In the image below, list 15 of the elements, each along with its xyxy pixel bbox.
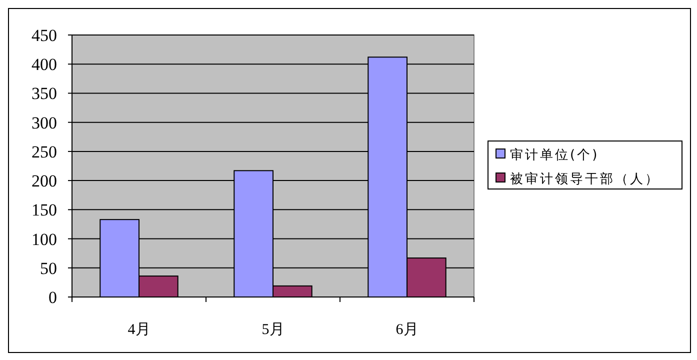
ytick: 50 (40, 258, 57, 278)
ytick: 350 (32, 84, 57, 104)
ytick: 0 (48, 288, 57, 307)
ytick: 200 (32, 172, 57, 191)
ytick: 100 (32, 230, 57, 249)
x-tick-label: 6月 (396, 322, 418, 338)
ytick: 250 (32, 142, 57, 162)
ytick: 400 (32, 55, 57, 74)
ytick: 150 (32, 200, 57, 220)
x-tick-label: 5月 (262, 322, 284, 338)
ytick: 300 (32, 113, 57, 132)
legend-label: 被审计领导干部（人） (510, 171, 660, 187)
x-tick-label: 4月 (128, 322, 150, 338)
ytick: 450 (32, 26, 57, 45)
legend-label: 审计单位(个) (510, 147, 600, 163)
